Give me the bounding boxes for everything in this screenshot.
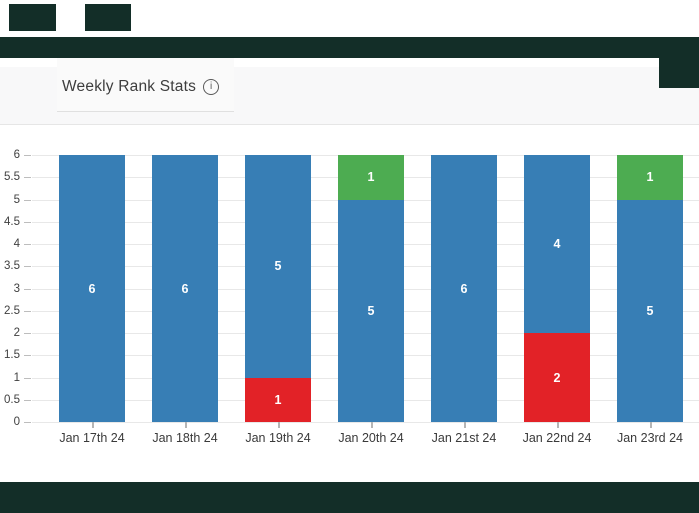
data-label: 1: [646, 170, 654, 185]
bar-segment-blue[interactable]: 5: [245, 155, 311, 378]
data-label: 1: [367, 170, 375, 185]
data-label: 6: [460, 281, 468, 296]
y-axis-tick: [24, 244, 31, 245]
data-label: 6: [181, 281, 189, 296]
y-axis-label: 0.5: [4, 393, 20, 406]
rank-chart: 6 5.5 5 4.5 4 3.5 3 2.5 2 1.5 1 0.5 0 6 Jan 17th 24 6 Ja…: [0, 130, 699, 465]
y-axis-label: 2.5: [4, 304, 20, 317]
bar-segment-blue[interactable]: 5: [338, 199, 404, 422]
x-axis-tick: [278, 422, 280, 428]
x-axis-label: Jan 21st 24: [431, 431, 497, 445]
x-axis-label: Jan 23rd 24: [616, 431, 684, 445]
bar-segment-red[interactable]: 2: [524, 333, 590, 422]
stacked-bar[interactable]: 6: [59, 155, 125, 422]
y-axis-label: 5.5: [4, 171, 20, 184]
x-axis-label: Jan 17th 24: [59, 431, 125, 445]
data-label: 5: [274, 259, 282, 274]
data-label: 4: [553, 237, 561, 251]
y-axis-tick: [24, 199, 31, 201]
data-label: 5: [367, 303, 375, 318]
info-icon[interactable]: i: [203, 79, 220, 95]
x-axis-label: Jan 22nd 24: [522, 431, 592, 445]
x-axis-tick: [371, 422, 373, 428]
y-axis-label: 3: [13, 282, 20, 295]
y-axis-tick: [24, 355, 31, 357]
bar-slot: 6: [46, 155, 139, 422]
x-axis-tick: [650, 422, 652, 428]
x-axis-tick: [464, 422, 466, 428]
y-axis-tick: [24, 422, 31, 423]
bar-slot: 6: [139, 155, 232, 422]
bar-segment-green[interactable]: 1: [338, 155, 404, 200]
y-axis-label: 1.5: [4, 349, 20, 362]
bar-segment-blue[interactable]: 5: [617, 199, 683, 422]
x-axis-label: Jan 19th 24: [245, 431, 311, 445]
y-axis-tick: [24, 266, 31, 268]
masked-region-right: [659, 58, 699, 88]
y-axis-tick: [24, 288, 31, 290]
stacked-bar[interactable]: 6: [431, 155, 497, 422]
y-axis-tick: [24, 399, 31, 401]
y-axis-label: 5: [13, 193, 20, 206]
x-axis-label: Jan 18th 24: [152, 431, 218, 445]
page-title: Weekly Rank Stats: [62, 78, 197, 95]
y-axis-tick: [24, 333, 31, 334]
masked-region-top-left-1: [9, 4, 56, 31]
masked-region-top-left-2: [85, 4, 131, 31]
y-axis-label: 4.5: [4, 215, 20, 228]
y-axis-label: 0: [13, 416, 20, 428]
bar-slot: 6: [418, 155, 511, 422]
stacked-bar[interactable]: 6: [152, 155, 218, 422]
y-axis-tick: [24, 155, 31, 156]
x-axis-tick: [185, 422, 187, 428]
bar-segment-green[interactable]: 1: [617, 155, 683, 200]
y-axis-label: 3.5: [4, 260, 20, 273]
masked-region-bottom-band: [0, 482, 699, 513]
widget-title-row: Weekly Rank Stats i: [62, 76, 220, 98]
masked-region-top-band: [0, 37, 699, 58]
data-label: 2: [553, 370, 561, 385]
x-axis-tick: [92, 422, 94, 428]
y-axis-label: 4: [13, 238, 20, 250]
bar-segment-blue[interactable]: 6: [59, 155, 125, 422]
y-gridline: [32, 422, 699, 423]
y-axis-tick: [24, 221, 31, 223]
y-axis-tick: [24, 377, 31, 379]
data-label: 6: [88, 281, 96, 296]
data-label: 1: [274, 392, 282, 407]
bar-segment-blue[interactable]: 6: [431, 155, 497, 422]
data-label: 5: [646, 303, 654, 318]
bar-segment-blue[interactable]: 6: [152, 155, 218, 422]
x-axis-tick: [557, 422, 559, 428]
y-axis-label: 2: [13, 327, 20, 339]
x-axis-label: Jan 20th 24: [338, 431, 404, 445]
y-axis-tick: [24, 177, 31, 179]
y-axis-tick: [24, 310, 31, 312]
bar-segment-blue[interactable]: 4: [524, 155, 590, 333]
y-axis-label: 1: [13, 371, 20, 384]
y-axis-label: 6: [13, 149, 20, 161]
bar-segment-red[interactable]: 1: [245, 377, 311, 422]
